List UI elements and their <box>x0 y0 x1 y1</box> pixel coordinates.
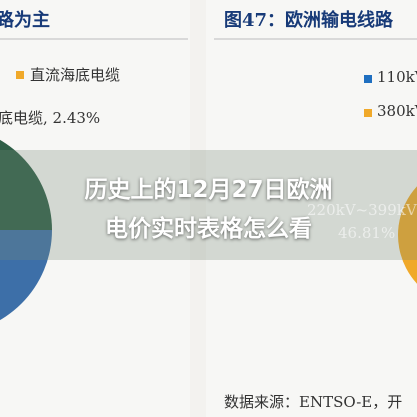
left-title-divider <box>0 38 188 40</box>
right-slice-label-220-399kv: 220kV~399kV <box>307 201 417 219</box>
left-pie-slice-blue <box>0 230 52 320</box>
left-data-label: 底电缆, 2.43% <box>0 109 101 127</box>
legend-swatch-dc-cable <box>16 71 24 79</box>
headline-overlay <box>0 150 417 260</box>
legend-swatch-110kv <box>364 75 372 83</box>
right-title-divider <box>214 38 417 40</box>
headline-line-1: 历史上的12月27日欧洲 <box>84 177 333 203</box>
left-chart-title: 路为主 <box>0 10 50 31</box>
data-source-note: 数据来源：ENTSO-E，开 <box>224 393 403 411</box>
legend-label-dc-cable: 直流海底电缆 <box>30 66 121 84</box>
headline-line-2: 电价实时表格怎么看 <box>105 216 312 242</box>
right-chart-title: 图47：欧洲输电线路 <box>224 10 394 31</box>
legend-label-110kv: 110kV <box>377 68 417 86</box>
left-pie-slice-green <box>0 140 52 230</box>
right-slice-percent: 46.81% <box>338 224 396 242</box>
legend-swatch-380kv <box>364 109 372 117</box>
legend-label-380kv: 380kV <box>377 102 417 120</box>
right-chart-panel <box>206 0 417 417</box>
right-pie-slice-380kv <box>398 186 417 284</box>
